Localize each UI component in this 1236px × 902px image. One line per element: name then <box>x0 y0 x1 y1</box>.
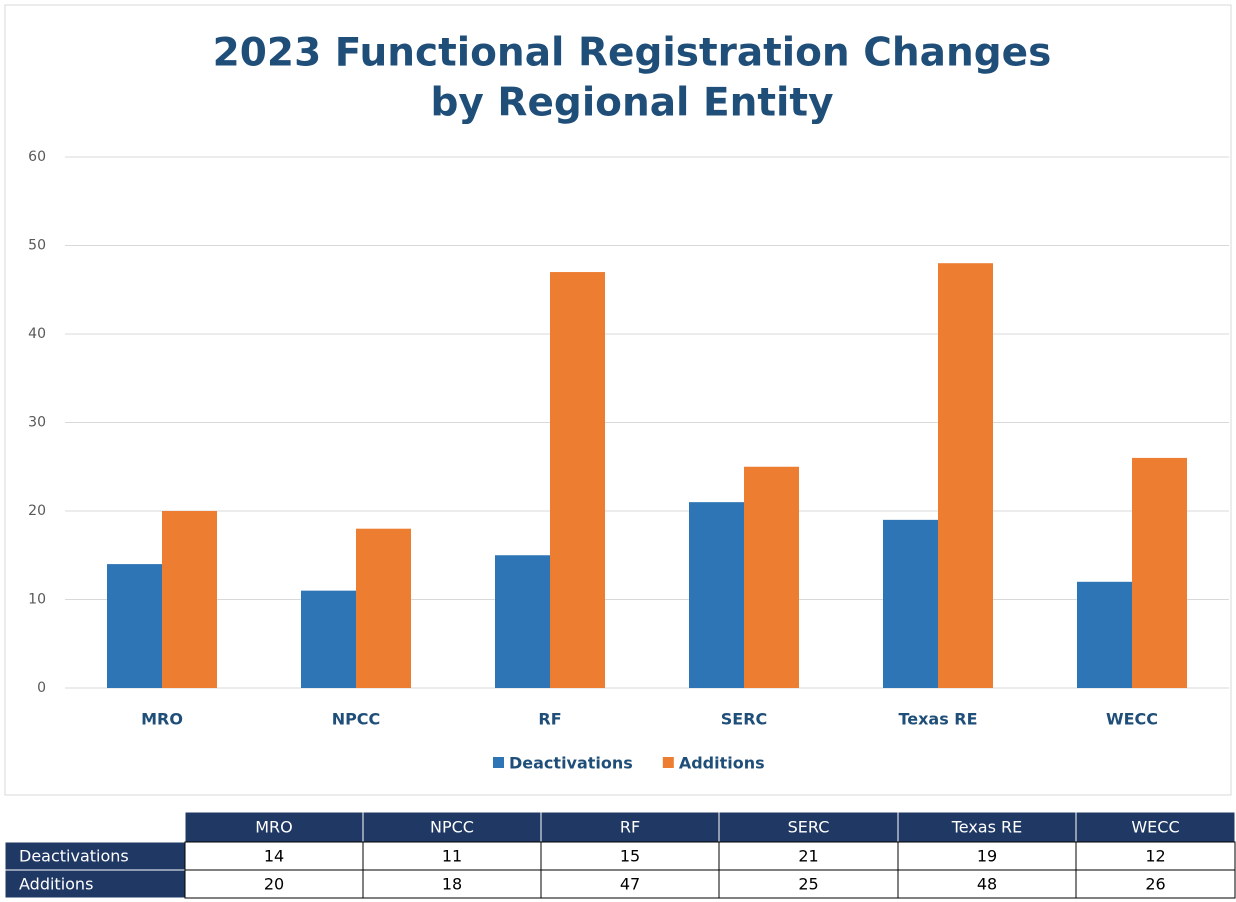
bar <box>162 511 217 688</box>
table-cell <box>1075 869 1236 899</box>
table-value: 15 <box>620 847 640 866</box>
table-header: NPCC <box>430 818 474 837</box>
table-value: 19 <box>977 847 997 866</box>
table-cell <box>718 869 899 899</box>
table-row-header: Deactivations <box>19 847 129 866</box>
bar <box>938 263 993 688</box>
table-value: 48 <box>977 875 997 894</box>
bar <box>550 272 605 688</box>
y-tick-label: 10 <box>28 592 46 608</box>
table-cell <box>897 869 1077 899</box>
table-header-cell <box>540 811 720 843</box>
x-tick-label: MRO <box>141 710 183 729</box>
chart-title: by Regional Entity <box>431 81 834 126</box>
table-cell <box>184 869 364 899</box>
x-tick-label: NPCC <box>332 710 381 729</box>
legend-label: Deactivations <box>509 754 633 773</box>
table-value: 12 <box>1145 847 1165 866</box>
table-header: MRO <box>255 818 293 837</box>
legend-label: Additions <box>679 754 765 773</box>
table-row-header-cell <box>4 869 186 899</box>
table-value: 14 <box>264 847 284 866</box>
x-tick-label: SERC <box>721 710 768 729</box>
bar <box>1077 581 1132 688</box>
table-header-cell <box>1075 811 1236 843</box>
x-tick-label: WECC <box>1106 710 1158 729</box>
table-value: 47 <box>620 875 640 894</box>
table-header: Texas RE <box>951 818 1023 837</box>
legend-swatch <box>493 757 504 768</box>
y-tick-label: 50 <box>28 238 46 254</box>
table-value: 26 <box>1145 875 1165 894</box>
chart-title: 2023 Functional Registration Changes <box>213 31 1052 76</box>
table-header-cell <box>184 811 364 843</box>
table-header-cell <box>718 811 899 843</box>
y-tick-label: 60 <box>28 149 46 165</box>
bar <box>1132 457 1187 688</box>
table-cell <box>897 841 1077 871</box>
table-value: 25 <box>798 875 818 894</box>
y-tick-label: 30 <box>28 415 46 431</box>
table-value: 21 <box>798 847 818 866</box>
x-tick-label: RF <box>538 710 561 729</box>
bar <box>107 564 162 688</box>
table-cell <box>1075 841 1236 871</box>
table-cell <box>362 869 542 899</box>
table-header: SERC <box>788 818 830 837</box>
table-value: 11 <box>442 847 462 866</box>
bar <box>301 590 356 688</box>
table-value: 18 <box>442 875 462 894</box>
x-tick-label: Texas RE <box>898 710 977 729</box>
table-header: WECC <box>1131 818 1179 837</box>
y-tick-label: 0 <box>37 680 46 696</box>
y-tick-label: 40 <box>28 326 46 342</box>
bar <box>689 502 744 688</box>
bar <box>495 555 550 688</box>
bar <box>883 519 938 688</box>
y-tick-label: 20 <box>28 503 46 519</box>
table-header: RF <box>620 818 640 837</box>
bar <box>744 466 799 688</box>
table-header-cell <box>362 811 542 843</box>
legend-swatch <box>662 757 674 768</box>
table-row-header: Additions <box>19 875 93 894</box>
table-header-cell <box>897 811 1077 843</box>
table-cell <box>540 841 720 871</box>
bar <box>356 528 411 688</box>
table-value: 20 <box>264 875 284 894</box>
